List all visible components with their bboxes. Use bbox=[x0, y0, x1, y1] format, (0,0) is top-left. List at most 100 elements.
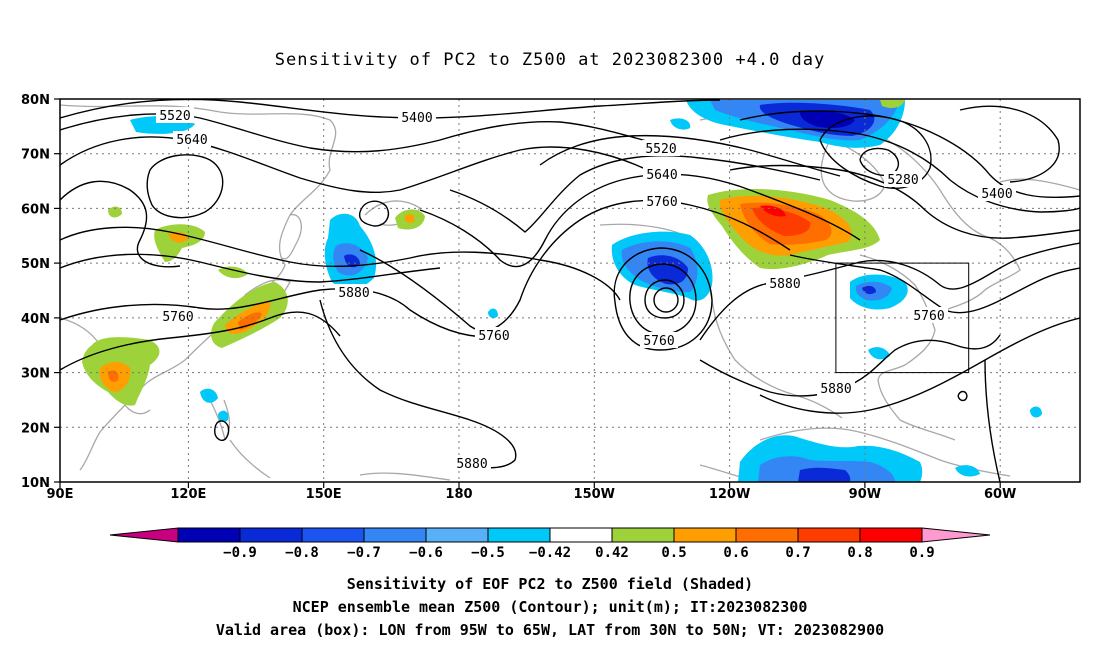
contour-5640-east bbox=[729, 164, 1080, 239]
lat-label-30n: 30N bbox=[21, 367, 50, 382]
colorbar-tick-label: −0.6 bbox=[409, 545, 443, 561]
lat-label-10n: 10N bbox=[21, 476, 50, 491]
contour-5520-central bbox=[449, 155, 821, 233]
contour-label-bg bbox=[884, 171, 922, 187]
colorbar-max-triangle bbox=[921, 527, 991, 543]
contour-5280-inner bbox=[859, 147, 899, 176]
lat-label-80n: 80N bbox=[21, 93, 50, 108]
contour-label-bg bbox=[817, 380, 855, 396]
colorbar-swatch bbox=[611, 527, 675, 543]
lat-label-20n: 20N bbox=[21, 421, 50, 436]
blob-aleutian-negative bbox=[488, 308, 498, 319]
colorbar-tick-label: −0.5 bbox=[471, 545, 505, 561]
blob-great-lakes-negative bbox=[850, 274, 908, 310]
lon-label-60w: 60W bbox=[984, 487, 1016, 502]
blob-siberia-positive bbox=[154, 224, 205, 262]
colorbar-min-triangle bbox=[109, 527, 179, 543]
blob-atlantic-negative bbox=[1030, 406, 1042, 418]
colorbar-swatch bbox=[363, 527, 427, 543]
lon-label-180: 180 bbox=[445, 487, 472, 502]
contour-5280-arctic bbox=[819, 115, 932, 189]
colorbar-swatch bbox=[859, 527, 923, 543]
contour-label: 5760 bbox=[478, 329, 509, 344]
contour-label: 5640 bbox=[646, 168, 677, 183]
colorbar-swatch bbox=[425, 527, 489, 543]
contour-label-bg bbox=[173, 131, 211, 147]
colorbar-tick-label: 0.6 bbox=[723, 545, 748, 561]
blob-nw-pacific-negative bbox=[324, 213, 377, 290]
colorbar: −0.9 −0.8 −0.7 −0.6 −0.5 −0.42 0.42 0.5 0.6 0.7 0.… bbox=[109, 527, 991, 561]
contour-label: 5880 bbox=[338, 286, 369, 301]
contour-label: 5760 bbox=[913, 309, 944, 324]
axis-ticks bbox=[54, 98, 1001, 488]
contour-5760-central bbox=[359, 199, 791, 332]
contour-label: 5880 bbox=[820, 382, 851, 397]
contour-5760-east bbox=[789, 254, 1080, 314]
lon-label-90w: 90W bbox=[849, 487, 881, 502]
lon-label-90e: 90E bbox=[47, 487, 74, 502]
contour-5880-south bbox=[319, 299, 517, 469]
colorbar-tick-label: −0.7 bbox=[347, 545, 381, 561]
contour-5640-west bbox=[60, 136, 661, 194]
blob-caribbean-negative bbox=[738, 435, 980, 482]
contour-east-high-edge bbox=[984, 359, 1001, 482]
chart-title: Sensitivity of PC2 to Z500 at 2023082300… bbox=[274, 50, 826, 70]
map-panel: 5520 5640 5400 5520 5640 5760 5280 5400 5880 5760… bbox=[21, 93, 1081, 502]
colorbar-tick-label: 0.5 bbox=[661, 545, 686, 561]
contour-closed-low-1 bbox=[146, 154, 224, 219]
contour-label: 5280 bbox=[887, 173, 918, 188]
colorbar-tick-label: 0.7 bbox=[785, 545, 810, 561]
contour-label-bg bbox=[978, 185, 1016, 201]
blob-south-china-negative bbox=[200, 388, 218, 403]
lon-label-120e: 120E bbox=[170, 487, 206, 502]
lat-label-60n: 60N bbox=[21, 202, 50, 217]
contour-label: 5760 bbox=[162, 310, 193, 325]
contour-5640-central bbox=[419, 173, 861, 268]
contour-small-high-1 bbox=[957, 390, 968, 402]
blob-canada-positive bbox=[707, 188, 880, 270]
contour-label-bg bbox=[643, 193, 681, 209]
contour-label: 5640 bbox=[176, 133, 207, 148]
contour-label-bg bbox=[475, 327, 513, 343]
lon-label-150e: 150E bbox=[306, 487, 342, 502]
lat-label-70n: 70N bbox=[21, 148, 50, 163]
blob-kamchatka-core bbox=[404, 214, 415, 223]
map-frame bbox=[59, 98, 1081, 483]
caption-line-2: NCEP ensemble mean Z500 (Contour); unit(… bbox=[292, 598, 808, 616]
colorbar-swatch bbox=[239, 527, 303, 543]
contour-label: 5400 bbox=[981, 187, 1012, 202]
contour-5400-east bbox=[739, 110, 1080, 199]
contour-small-closed-3 bbox=[358, 200, 390, 227]
contour-label: 5760 bbox=[643, 334, 674, 349]
blob-taiwan-negative bbox=[218, 410, 229, 422]
contour-cutoff-low-inner bbox=[644, 279, 685, 319]
caption-line-3: Valid area (box): LON from 95W to 65W, L… bbox=[215, 621, 885, 639]
contour-5400-central bbox=[539, 134, 841, 177]
contour-label-bg bbox=[642, 140, 680, 156]
contour-label-bg bbox=[398, 109, 436, 125]
blob-east-asia-positive bbox=[82, 337, 160, 406]
colorbar-tick-label: 0.9 bbox=[909, 545, 934, 561]
contour-small-high-2 bbox=[214, 420, 230, 441]
contour-5520-east bbox=[719, 128, 1080, 213]
contour-mid-1 bbox=[60, 253, 441, 283]
contour-label: 5520 bbox=[159, 109, 190, 124]
contour-label-bg bbox=[640, 332, 678, 348]
contour-east-loop bbox=[959, 105, 1060, 183]
longitude-labels: 90E 120E 150E 180 150W 120W 90W 60W bbox=[47, 487, 1017, 502]
colorbar-swatch bbox=[487, 527, 551, 543]
contour-label-bg bbox=[335, 284, 373, 300]
contour-label: 5400 bbox=[401, 111, 432, 126]
colorbar-tick-label: −0.42 bbox=[529, 545, 571, 561]
contour-5880-gulf bbox=[699, 334, 1001, 397]
colorbar-tick-label: −0.8 bbox=[285, 545, 319, 561]
contour-5880-caribbean bbox=[759, 317, 1080, 414]
blob-ne-pacific-negative bbox=[611, 231, 713, 301]
colorbar-swatch bbox=[549, 527, 613, 543]
lat-label-50n: 50N bbox=[21, 257, 50, 272]
contour-cutoff-low-mid bbox=[629, 263, 697, 335]
contour-sib-ridge bbox=[60, 180, 181, 268]
colorbar-tick-label: 0.42 bbox=[595, 545, 629, 561]
contour-label-bg bbox=[766, 275, 804, 291]
